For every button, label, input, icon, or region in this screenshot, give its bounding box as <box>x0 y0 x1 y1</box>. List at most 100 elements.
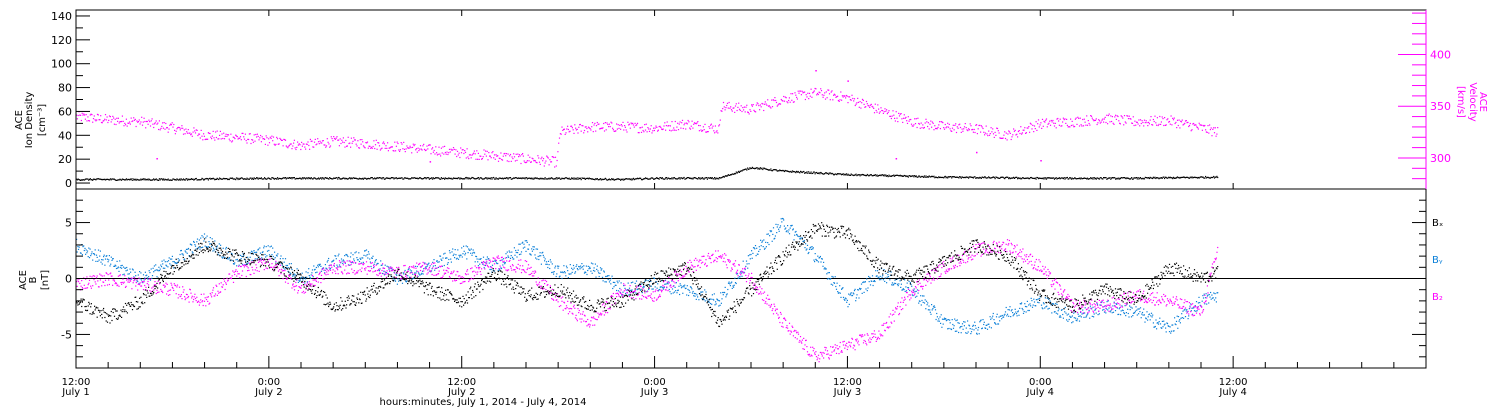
by-point <box>958 331 960 334</box>
density-point <box>1046 177 1048 179</box>
bz-point <box>88 282 90 284</box>
velocity-point <box>237 138 239 140</box>
by-point <box>1185 310 1187 312</box>
by-point <box>485 258 487 261</box>
velocity-point <box>965 127 967 129</box>
by-point <box>893 282 895 284</box>
by-point <box>256 251 258 253</box>
density-point <box>386 177 388 179</box>
velocity-point <box>442 146 444 148</box>
velocity-point <box>1097 122 1099 124</box>
density-point <box>1210 176 1212 178</box>
velocity-point <box>1082 125 1085 127</box>
bz-point <box>131 288 133 290</box>
by-point <box>287 270 289 272</box>
bz-point <box>142 281 144 283</box>
density-point <box>1112 177 1114 179</box>
by-point <box>654 286 656 288</box>
by-point <box>172 261 174 263</box>
bz-point <box>215 284 217 286</box>
density-point <box>366 178 368 180</box>
by-point <box>350 252 352 254</box>
by-point <box>1018 314 1020 316</box>
by-point <box>460 254 462 256</box>
velocity-point <box>82 114 84 116</box>
velocity-point <box>1073 126 1075 128</box>
density-point <box>589 178 591 180</box>
velocity-point <box>361 139 363 141</box>
velocity-point <box>1092 119 1094 121</box>
density-point <box>79 179 81 181</box>
density-point <box>145 179 148 181</box>
density-point <box>1040 177 1042 179</box>
velocity-point <box>467 156 469 158</box>
density-point <box>238 177 240 179</box>
density-point <box>1190 177 1192 179</box>
velocity-point <box>158 120 160 122</box>
velocity-point <box>870 103 872 105</box>
by-point <box>146 277 148 279</box>
velocity-point <box>1123 115 1126 117</box>
by-point <box>149 279 152 281</box>
density-point <box>457 177 459 179</box>
density-point <box>651 177 653 179</box>
by-point <box>1042 308 1044 310</box>
density-point <box>337 178 339 180</box>
by-point <box>844 297 847 299</box>
velocity-point <box>231 141 233 143</box>
by-point <box>713 293 715 295</box>
by-point <box>1158 321 1160 323</box>
by-point <box>1212 297 1214 299</box>
bz-point <box>189 289 191 291</box>
velocity-point <box>189 132 191 134</box>
velocity-point <box>1021 132 1023 134</box>
velocity-point <box>365 142 367 144</box>
velocity-point <box>139 123 141 125</box>
density-point <box>317 177 320 179</box>
velocity-point <box>631 123 633 125</box>
density-point <box>577 178 579 180</box>
by-point <box>144 277 146 279</box>
by-point <box>229 260 231 262</box>
bz-point <box>198 300 200 302</box>
density-point <box>767 169 769 171</box>
density-point <box>379 177 381 179</box>
velocity-point <box>772 99 774 101</box>
by-point <box>788 233 791 235</box>
by-point <box>198 246 200 248</box>
bz-point <box>186 294 188 296</box>
by-point <box>246 262 248 264</box>
by-point <box>195 248 197 250</box>
by-point <box>1138 313 1140 315</box>
velocity-point <box>440 155 442 157</box>
velocity-point <box>141 124 144 126</box>
velocity-point <box>356 145 358 147</box>
density-point <box>1140 178 1142 180</box>
velocity-point <box>800 94 802 96</box>
bz-point <box>161 290 163 292</box>
density-point <box>1199 176 1201 178</box>
by-point <box>247 262 249 264</box>
bz-point <box>269 258 271 260</box>
by-point <box>822 265 824 267</box>
velocity-point <box>543 165 545 167</box>
density-point <box>968 177 970 179</box>
velocity-point <box>230 133 232 135</box>
by-point <box>899 280 901 282</box>
velocity-point <box>179 129 181 131</box>
density-point <box>561 177 563 179</box>
velocity-point <box>366 142 368 144</box>
density-point <box>999 177 1001 179</box>
by-point <box>661 286 663 288</box>
velocity-point <box>616 128 618 130</box>
velocity-point <box>140 121 142 123</box>
by-point <box>487 258 489 260</box>
velocity-point <box>546 156 549 158</box>
velocity-point <box>935 127 937 130</box>
velocity-point <box>129 121 131 123</box>
by-point <box>793 239 795 241</box>
velocity-point <box>109 116 111 118</box>
by-point <box>967 331 969 333</box>
velocity-point <box>1075 117 1077 119</box>
velocity-point <box>576 128 578 130</box>
